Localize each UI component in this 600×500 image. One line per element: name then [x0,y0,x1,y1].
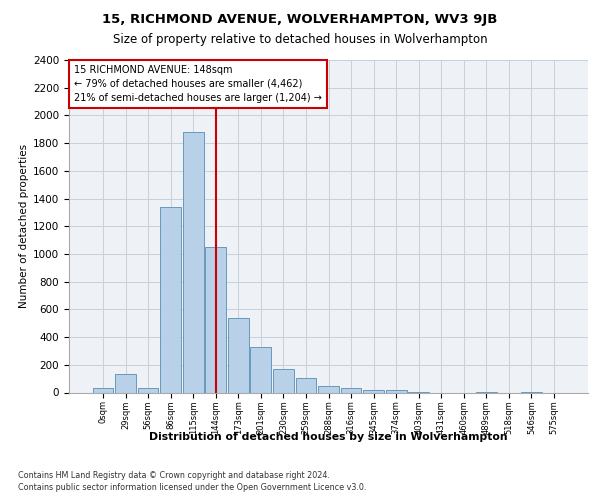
Bar [92,388,113,392]
Bar [228,318,248,392]
Bar [296,378,316,392]
Bar [183,132,203,392]
Text: Contains public sector information licensed under the Open Government Licence v3: Contains public sector information licen… [18,484,367,492]
Text: 15 RICHMOND AVENUE: 148sqm
← 79% of detached houses are smaller (4,462)
21% of s: 15 RICHMOND AVENUE: 148sqm ← 79% of deta… [74,65,322,103]
Bar [250,347,271,393]
Text: 15, RICHMOND AVENUE, WOLVERHAMPTON, WV3 9JB: 15, RICHMOND AVENUE, WOLVERHAMPTON, WV3 … [103,12,497,26]
Text: Contains HM Land Registry data © Crown copyright and database right 2024.: Contains HM Land Registry data © Crown c… [18,471,330,480]
Bar [318,386,339,392]
Bar [160,207,181,392]
Bar [273,369,294,392]
Bar [205,247,226,392]
Text: Size of property relative to detached houses in Wolverhampton: Size of property relative to detached ho… [113,32,487,46]
Y-axis label: Number of detached properties: Number of detached properties [19,144,29,308]
Text: Distribution of detached houses by size in Wolverhampton: Distribution of detached houses by size … [149,432,508,442]
Bar [137,388,158,392]
Bar [363,390,384,392]
Bar [115,374,136,392]
Bar [341,388,361,392]
Bar [386,390,407,392]
